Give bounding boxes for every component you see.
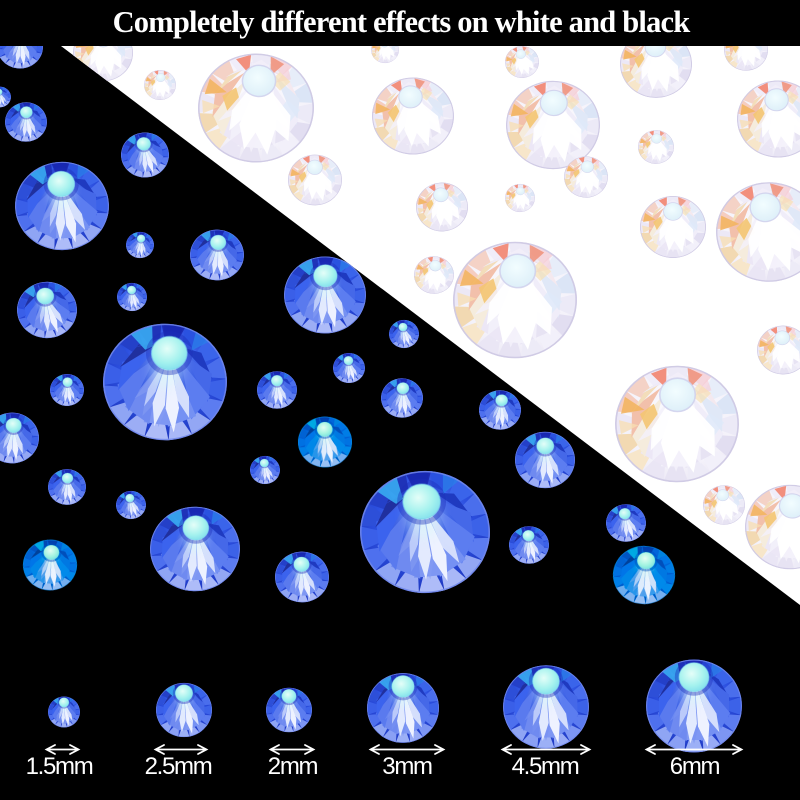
svg-text:1.5mm: 1.5mm <box>26 753 93 780</box>
svg-text:2mm: 2mm <box>268 753 318 780</box>
svg-text:6mm: 6mm <box>670 753 720 780</box>
svg-text:Completely different effects o: Completely different effects on white an… <box>113 5 691 39</box>
svg-text:3mm: 3mm <box>382 753 432 780</box>
svg-text:2.5mm: 2.5mm <box>145 753 212 780</box>
svg-text:4.5mm: 4.5mm <box>512 753 579 780</box>
